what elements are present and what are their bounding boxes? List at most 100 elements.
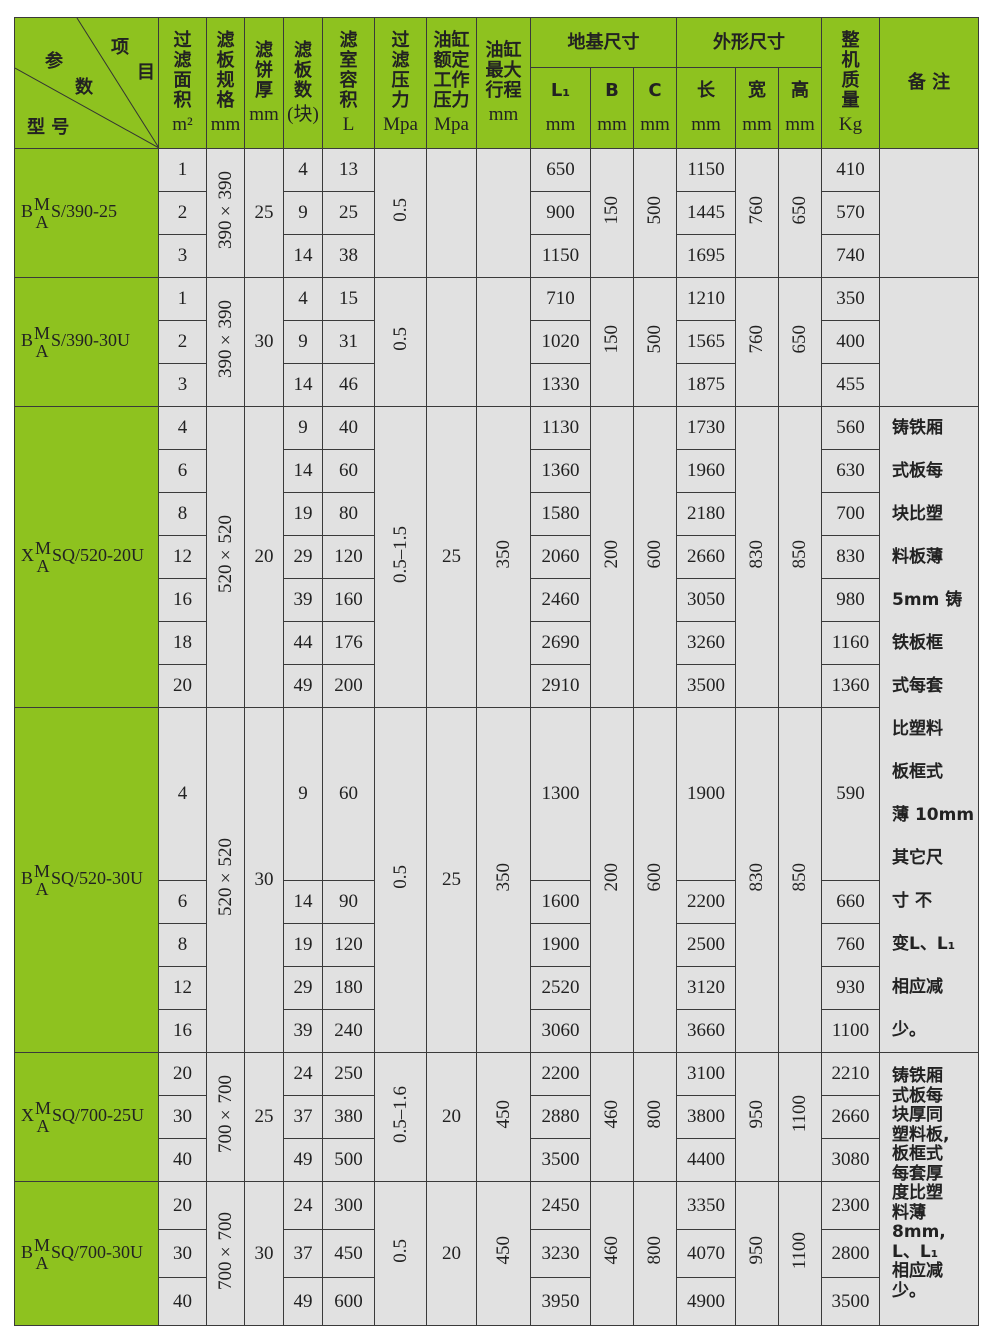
column-header: 过 滤 面 积 m² [158, 17, 207, 149]
model-sup: M [34, 323, 51, 343]
remarks-line: 料板薄 [892, 547, 944, 567]
plate-spec-value: 520×520 [214, 838, 236, 916]
remarks-line: L、L₁ [892, 1241, 939, 1262]
foundation-c-value: 600 [644, 539, 665, 569]
model-suffix: S/390-30U [51, 330, 131, 351]
filter-pressure-value: 0.5 [389, 327, 411, 351]
plate-spec: 700×700 [206, 1052, 245, 1182]
filter-area: 40 [158, 1138, 207, 1182]
cake-thickness-value: 30 [254, 869, 274, 890]
machine-weight-value: 3080 [831, 1149, 870, 1170]
filter-area: 16 [158, 1009, 207, 1053]
chamber-volume: 40 [322, 406, 375, 450]
remarks-line: 度比塑 [892, 1183, 944, 1203]
subheader-unit: mm [597, 114, 627, 135]
outline-length: 3350 [676, 1181, 737, 1230]
subheader-label: B [605, 80, 619, 101]
plate-count-value: 19 [293, 934, 313, 955]
model-suffix: SQ/700-30U [51, 1241, 144, 1262]
outline-length: 1875 [676, 363, 737, 407]
cake-thickness: 20 [244, 406, 284, 708]
plate-count: 24 [283, 1052, 323, 1096]
outline-height-value: 1100 [789, 1231, 811, 1270]
remarks-line: 其它尺 [892, 848, 944, 868]
outline-length: 3500 [676, 664, 737, 708]
table-row: 6 14 60 1360 1960 630 [15, 449, 979, 493]
chamber-volume: 160 [322, 578, 375, 622]
filter-area-value: 12 [173, 546, 192, 567]
chamber-volume: 25 [322, 191, 375, 235]
outline-length-value: 1150 [687, 159, 725, 180]
outline-width-value: 950 [746, 1099, 768, 1129]
foundation-b: 150 [590, 148, 634, 278]
remarks-line: 铁板框 [892, 633, 944, 653]
plate-count: 49 [283, 1138, 323, 1182]
foundation-l1: 710 [530, 277, 591, 321]
foundation-l1-value: 2460 [541, 589, 580, 610]
outline-length-value: 1730 [687, 417, 726, 438]
filter-area-value: 1 [177, 288, 188, 309]
cylinder-stroke: 450 [476, 1181, 531, 1326]
subheader-label: 长 [697, 80, 716, 101]
plate-count-value: 29 [293, 546, 313, 567]
plate-count-value: 19 [293, 503, 313, 524]
outline-height-value: 650 [789, 195, 811, 225]
foundation-l1: 1330 [530, 363, 591, 407]
outline-length: 3100 [676, 1052, 737, 1096]
filter-pressure: 0.5 [374, 707, 427, 1053]
table-row: 12 29 180 2520 3120 930 [15, 966, 979, 1010]
outline-length: 1960 [676, 449, 737, 493]
filter-area: 30 [158, 1095, 207, 1139]
model-cell: B M A SQ/520-30U [14, 707, 159, 1053]
filter-area-value: 8 [177, 934, 188, 955]
plate-count-value: 9 [298, 417, 308, 438]
cylinder-pressure: 20 [426, 1181, 477, 1326]
column-header-label: 油缸 最大 行程 [485, 40, 522, 101]
foundation-b-value: 200 [601, 862, 622, 892]
filter-area: 12 [158, 966, 207, 1010]
foundation-l1-value: 1330 [541, 374, 580, 395]
outline-length-value: 1960 [687, 460, 726, 481]
plate-count: 4 [283, 148, 323, 192]
outline-length: 1565 [676, 320, 737, 364]
remarks-header-label: 备 注 [907, 72, 951, 93]
subheader-unit: mm [545, 114, 576, 135]
foundation-subheader: L₁ mm [530, 67, 591, 149]
table-row: 2 9 31 1020 1565 400 [15, 320, 979, 364]
foundation-header: 地基尺寸 [529, 17, 678, 68]
cake-thickness-value: 25 [254, 202, 274, 223]
remarks-line: 式板每 [892, 1085, 944, 1106]
outline-length: 2180 [676, 492, 737, 536]
foundation-l1: 1900 [530, 923, 591, 967]
chamber-volume-value: 450 [334, 1242, 363, 1264]
remarks-line: 塑料板, [892, 1124, 950, 1145]
foundation-l1-value: 2060 [541, 546, 580, 567]
outline-width: 950 [735, 1181, 780, 1326]
machine-weight: 660 [821, 880, 881, 924]
foundation-l1-value: 1600 [541, 891, 580, 912]
machine-weight: 350 [821, 277, 881, 321]
table-row: B M A SQ/520-30U 4 520×520 30 9 60 0.5 25 350 1300 20… [14, 707, 979, 1053]
cylinder-stroke-value: 350 [492, 862, 514, 892]
outline-subheader: 长 mm [676, 67, 737, 149]
filter-pressure-value: 0.5–1.6 [389, 1085, 411, 1143]
plate-spec-value: 390×390 [214, 300, 236, 378]
machine-weight: 760 [821, 923, 881, 967]
plate-count: 14 [283, 234, 323, 278]
filter-pressure: 0.5 [374, 1181, 427, 1326]
table-row: 6 14 90 1600 2200 660 [15, 880, 979, 924]
table-row: 16 39 160 2460 3050 980 [15, 578, 979, 622]
filter-area: 18 [158, 621, 207, 665]
outline-length: 2200 [676, 880, 737, 924]
filter-area-value: 40 [173, 1149, 192, 1170]
chamber-volume: 38 [322, 234, 375, 278]
foundation-l1-value: 2450 [541, 1194, 580, 1216]
column-header: 滤 饼 厚 mm [244, 17, 284, 149]
model-sub: A [36, 556, 50, 576]
model-prefix: X [21, 545, 34, 566]
column-header-label: 滤 饼 厚 [255, 40, 273, 101]
outline-width-value: 830 [746, 539, 768, 569]
machine-weight: 410 [821, 148, 881, 192]
machine-weight-value: 2800 [831, 1242, 870, 1264]
